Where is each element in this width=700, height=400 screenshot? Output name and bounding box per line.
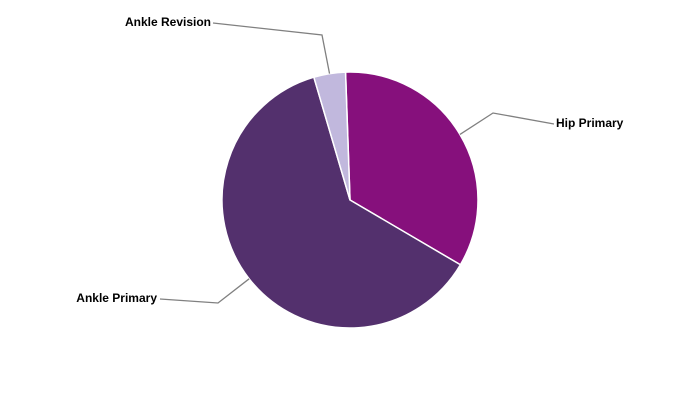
leader-line — [159, 278, 250, 304]
slice-label: Hip Primary — [556, 116, 624, 130]
leader-line — [212, 22, 331, 74]
pie-slice — [221, 76, 462, 329]
slice-label: Ankle Primary — [76, 291, 157, 305]
slice-label: Ankle Revision — [125, 15, 211, 29]
leader-line — [459, 112, 555, 136]
